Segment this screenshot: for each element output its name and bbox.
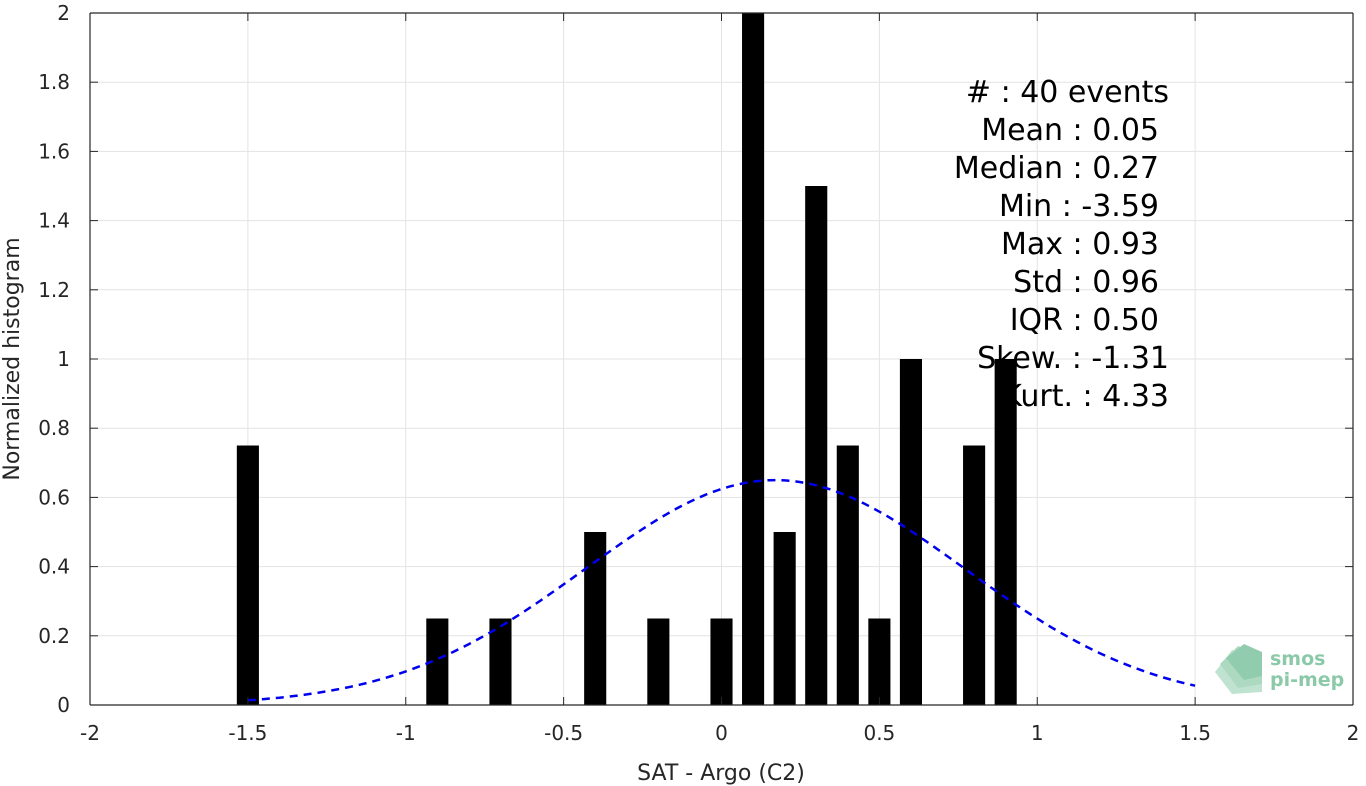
histogram-bar bbox=[489, 618, 512, 705]
histogram-bar bbox=[236, 445, 259, 705]
x-tick-label: -1 bbox=[396, 721, 416, 745]
histogram-bar bbox=[742, 13, 765, 705]
histogram-bar bbox=[805, 186, 828, 705]
x-tick-label: 0 bbox=[715, 721, 728, 745]
stats-line: Kurt. : 4.33 bbox=[1002, 379, 1169, 414]
histogram-bar bbox=[836, 445, 859, 705]
x-tick-label: 0.5 bbox=[863, 721, 895, 745]
x-tick-label: 2 bbox=[1347, 721, 1360, 745]
y-tick-label: 1 bbox=[57, 347, 70, 371]
logo-mark-icon bbox=[1215, 644, 1262, 694]
stats-line: Skew. : -1.31 bbox=[977, 341, 1169, 376]
y-tick-label: 0.8 bbox=[38, 416, 70, 440]
x-tick-label: 1 bbox=[1031, 721, 1044, 745]
x-tick-labels: -2 -1.5 -1 -0.5 0 0.5 1 1.5 2 bbox=[80, 721, 1359, 745]
y-tick-label: 1.6 bbox=[38, 139, 70, 163]
histogram-bar bbox=[710, 618, 733, 705]
stats-line: Median : 0.27 bbox=[954, 151, 1159, 186]
axes-frame bbox=[89, 12, 1354, 706]
y-tick-label: 1.4 bbox=[38, 209, 70, 233]
y-tick-labels: 0 0.2 0.4 0.6 0.8 1 1.2 1.4 1.6 1.8 2 bbox=[38, 1, 70, 717]
histogram-bar bbox=[994, 359, 1017, 705]
histogram-bar bbox=[584, 532, 607, 705]
stats-line: # : 40 events bbox=[966, 75, 1169, 110]
logo-line1: smos bbox=[1270, 648, 1325, 670]
y-tick-label: 2 bbox=[57, 1, 70, 25]
x-tick-label: -1.5 bbox=[228, 721, 267, 745]
histogram-bar bbox=[647, 618, 670, 705]
y-tick-label: 0.4 bbox=[38, 555, 70, 579]
x-tick-label: -2 bbox=[80, 721, 100, 745]
stats-line: Mean : 0.05 bbox=[981, 113, 1159, 148]
y-tick-label: 0.6 bbox=[38, 485, 70, 509]
gaussian-fit-curve bbox=[247, 478, 1196, 702]
stats-line: IQR : 0.50 bbox=[1010, 303, 1159, 338]
y-tick-label: 0 bbox=[57, 693, 70, 717]
histogram-bar bbox=[773, 532, 796, 705]
y-tick-label: 1.8 bbox=[38, 70, 70, 94]
y-axis-label: Normalized histogram bbox=[0, 237, 25, 480]
x-tick-label: -0.5 bbox=[544, 721, 583, 745]
y-tick-label: 0.2 bbox=[38, 624, 70, 648]
bars-group bbox=[236, 13, 1017, 705]
stats-line: Min : -3.59 bbox=[999, 189, 1159, 224]
x-tick-label: 1.5 bbox=[1179, 721, 1211, 745]
logo-line2: pi-mep bbox=[1270, 669, 1344, 691]
histogram-bar bbox=[868, 618, 891, 705]
x-axis-label: SAT - Argo (C2) bbox=[637, 761, 805, 786]
histogram-bar bbox=[426, 618, 449, 705]
smos-pi-mep-logo: smos pi-mep bbox=[1215, 644, 1344, 694]
stats-line: Max : 0.93 bbox=[1001, 227, 1159, 262]
y-tick-label: 1.2 bbox=[38, 278, 70, 302]
stats-line: Std : 0.96 bbox=[1013, 265, 1159, 300]
